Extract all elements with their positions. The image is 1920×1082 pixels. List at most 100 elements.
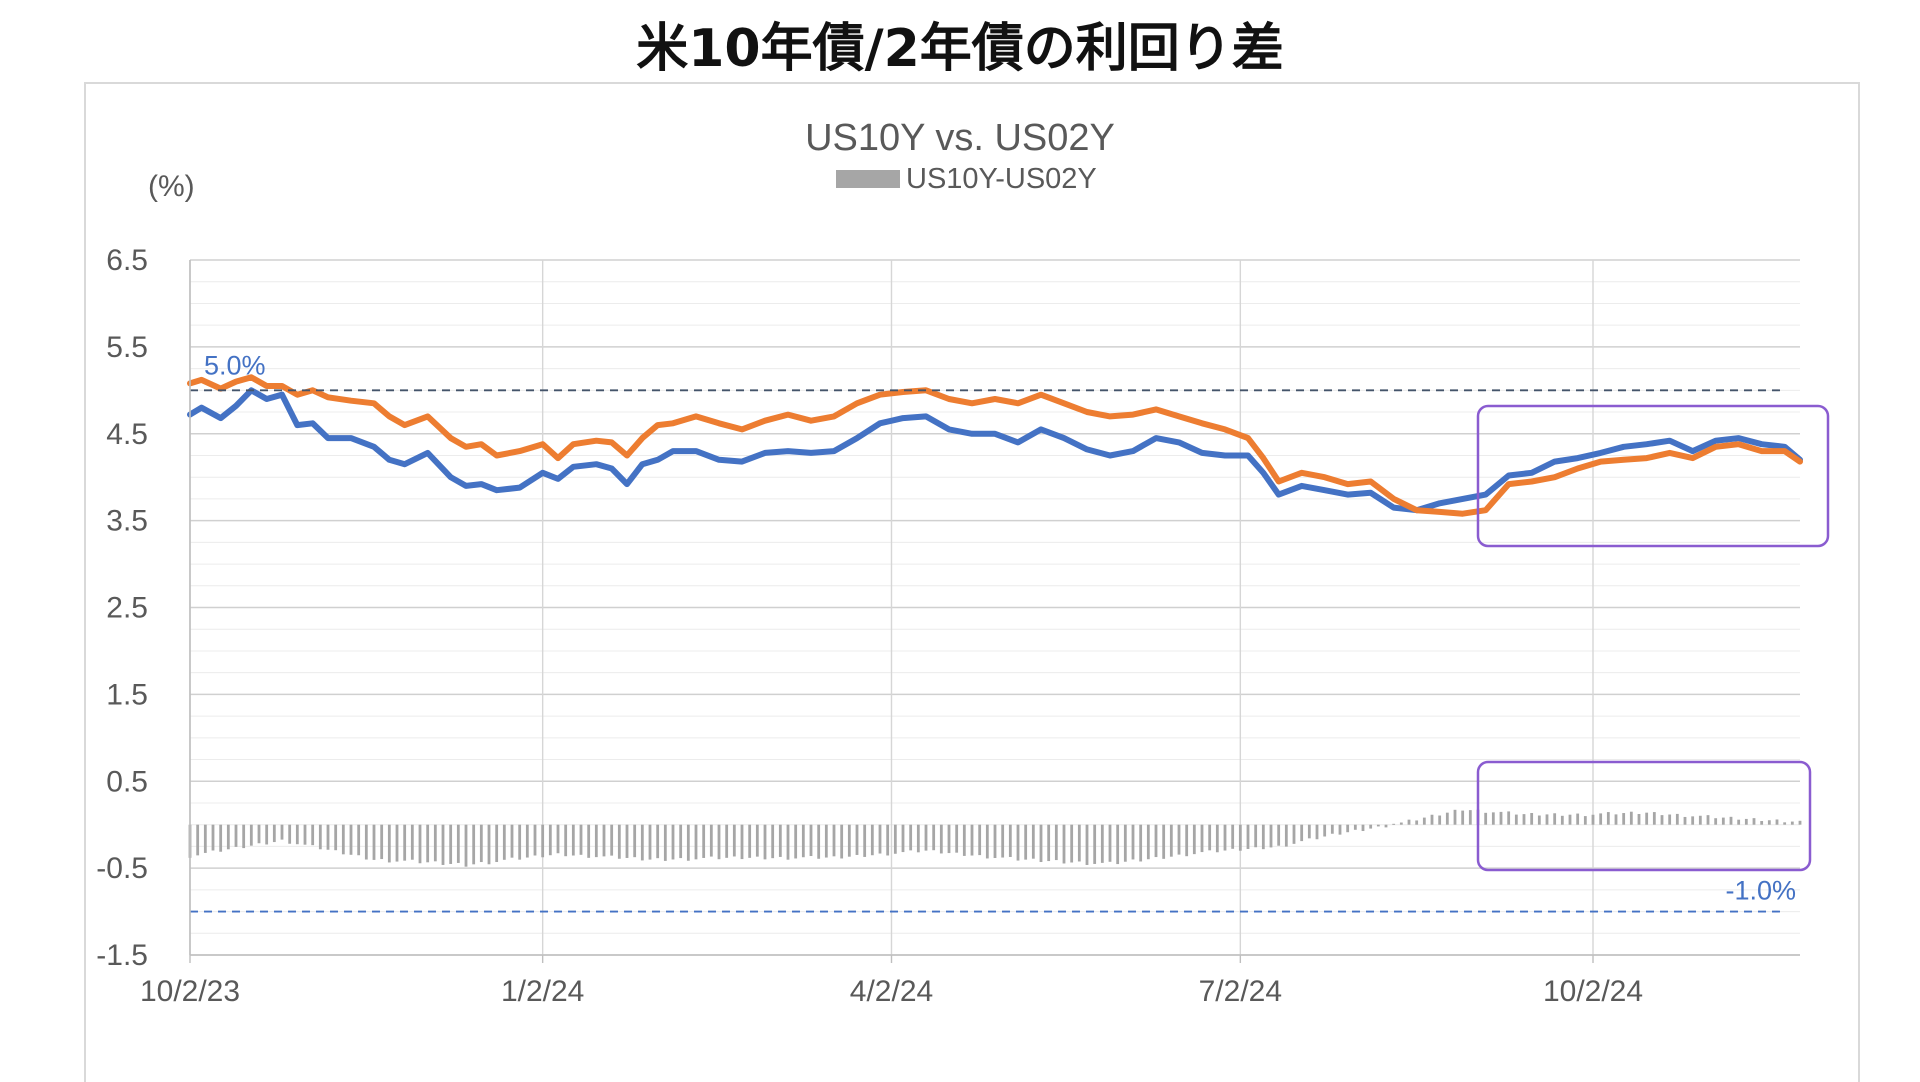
spread-bar <box>226 824 230 850</box>
spread-bar <box>725 824 729 858</box>
spread-bar <box>1169 824 1173 857</box>
spread-bar <box>962 824 966 856</box>
spread-bar <box>1767 820 1771 825</box>
spread-bar <box>1085 824 1089 865</box>
spread-bar <box>1453 809 1457 825</box>
spread-bar <box>1499 811 1503 825</box>
spread-bar <box>1407 819 1411 825</box>
legend-swatch <box>836 170 900 188</box>
spread-bar <box>1200 824 1204 853</box>
spread-bar <box>832 824 836 857</box>
spread-bar <box>794 824 798 859</box>
spread-bar <box>364 824 368 860</box>
spread-bar <box>272 824 276 843</box>
spread-bar <box>403 824 407 861</box>
y-tick-label: 4.5 <box>106 418 148 451</box>
spread-bar <box>357 824 361 856</box>
spread-bar <box>1622 813 1626 825</box>
highlight-boxes <box>1476 404 1830 872</box>
spread-bar <box>1591 814 1595 825</box>
spread-bar <box>456 824 460 863</box>
spread-bar <box>1361 824 1365 832</box>
spread-bar <box>280 824 284 840</box>
spread-bar <box>1108 824 1112 862</box>
axes: 6.5 5.5 4.5 3.5 2.5 1.5 0.5 -0.5 -1.510/2/23 1/2/… <box>96 244 1800 1008</box>
spread-bar <box>1790 821 1794 825</box>
spread-bar <box>1123 824 1127 862</box>
spread-bar <box>1798 820 1802 825</box>
spread-bar <box>441 824 445 865</box>
spread-bar <box>1737 819 1741 825</box>
spread-bar <box>1399 822 1403 825</box>
spread-bar <box>1614 814 1618 825</box>
spread-bar <box>249 824 253 846</box>
spread-bar <box>1284 824 1288 847</box>
spread-bar <box>1116 824 1120 865</box>
spread-bar <box>694 824 698 860</box>
spread-bar <box>387 824 391 863</box>
spread-bar <box>1629 811 1633 825</box>
spread-bar <box>1430 814 1434 825</box>
spread-bar <box>847 824 851 857</box>
spread-bar <box>771 824 775 859</box>
spread-bar <box>579 824 583 855</box>
spread-bar <box>1706 815 1710 825</box>
spread-bar <box>1039 824 1043 863</box>
spread-bar <box>1330 824 1334 834</box>
spread-bar <box>1177 824 1181 855</box>
spread-bar <box>426 824 430 863</box>
spread-bar <box>970 824 974 856</box>
spread-bar <box>824 824 828 858</box>
legend-label: US10Y-US02Y <box>906 163 1097 195</box>
spread-bar <box>1246 824 1250 849</box>
spread-bar <box>732 824 736 857</box>
spread-bar <box>1392 823 1396 825</box>
spread-bar <box>1062 824 1066 864</box>
spread-bar <box>1606 812 1610 825</box>
spread-bar <box>886 824 890 856</box>
y-tick-label: -1.5 <box>96 939 148 972</box>
spread-bar <box>1162 824 1166 859</box>
spread-bar <box>901 824 905 853</box>
spread-bar <box>257 824 261 844</box>
spread-bar <box>1054 824 1058 861</box>
spread-bar <box>1445 812 1449 825</box>
spread-bar <box>709 824 713 857</box>
spread-bar <box>924 824 928 851</box>
spread-bar <box>763 824 767 860</box>
spread-bar <box>487 824 491 865</box>
chart-title: US10Y vs. US02Y <box>805 117 1115 159</box>
spread-bar <box>219 824 223 852</box>
page-title: 米10年債/2年債の利回り差 <box>636 19 1284 79</box>
spread-bar <box>449 824 453 864</box>
spread-bar <box>303 824 307 845</box>
spread-bar <box>334 824 338 851</box>
y-tick-label: 5.5 <box>106 331 148 364</box>
x-tick-label: 7/2/24 <box>1199 975 1282 1008</box>
spread-bar <box>1131 824 1135 860</box>
spread-bar <box>349 824 353 855</box>
spread-bar <box>203 824 207 853</box>
spread-bar <box>1783 822 1787 825</box>
spread-bar <box>1346 824 1350 833</box>
spread-bar <box>211 824 215 851</box>
spread-bar <box>1553 813 1557 825</box>
x-tick-label: 10/2/24 <box>1543 975 1643 1008</box>
spread-bar <box>993 824 997 859</box>
spread-bar <box>1008 824 1012 857</box>
spread-bar <box>1185 824 1189 857</box>
spread-bar <box>809 824 813 857</box>
spread-bar <box>472 824 476 865</box>
spread-bar <box>1545 814 1549 825</box>
spread-bar <box>1208 824 1212 851</box>
spread-bar <box>1269 824 1273 848</box>
spread-bar <box>1369 824 1373 829</box>
spread-bar <box>1422 817 1426 825</box>
spread-bar <box>1223 824 1227 851</box>
spread-bar <box>740 824 744 860</box>
spread-bar <box>1637 814 1641 825</box>
spread-bar <box>648 824 652 860</box>
spread-bar <box>326 824 330 850</box>
y-tick-label: 0.5 <box>106 765 148 798</box>
